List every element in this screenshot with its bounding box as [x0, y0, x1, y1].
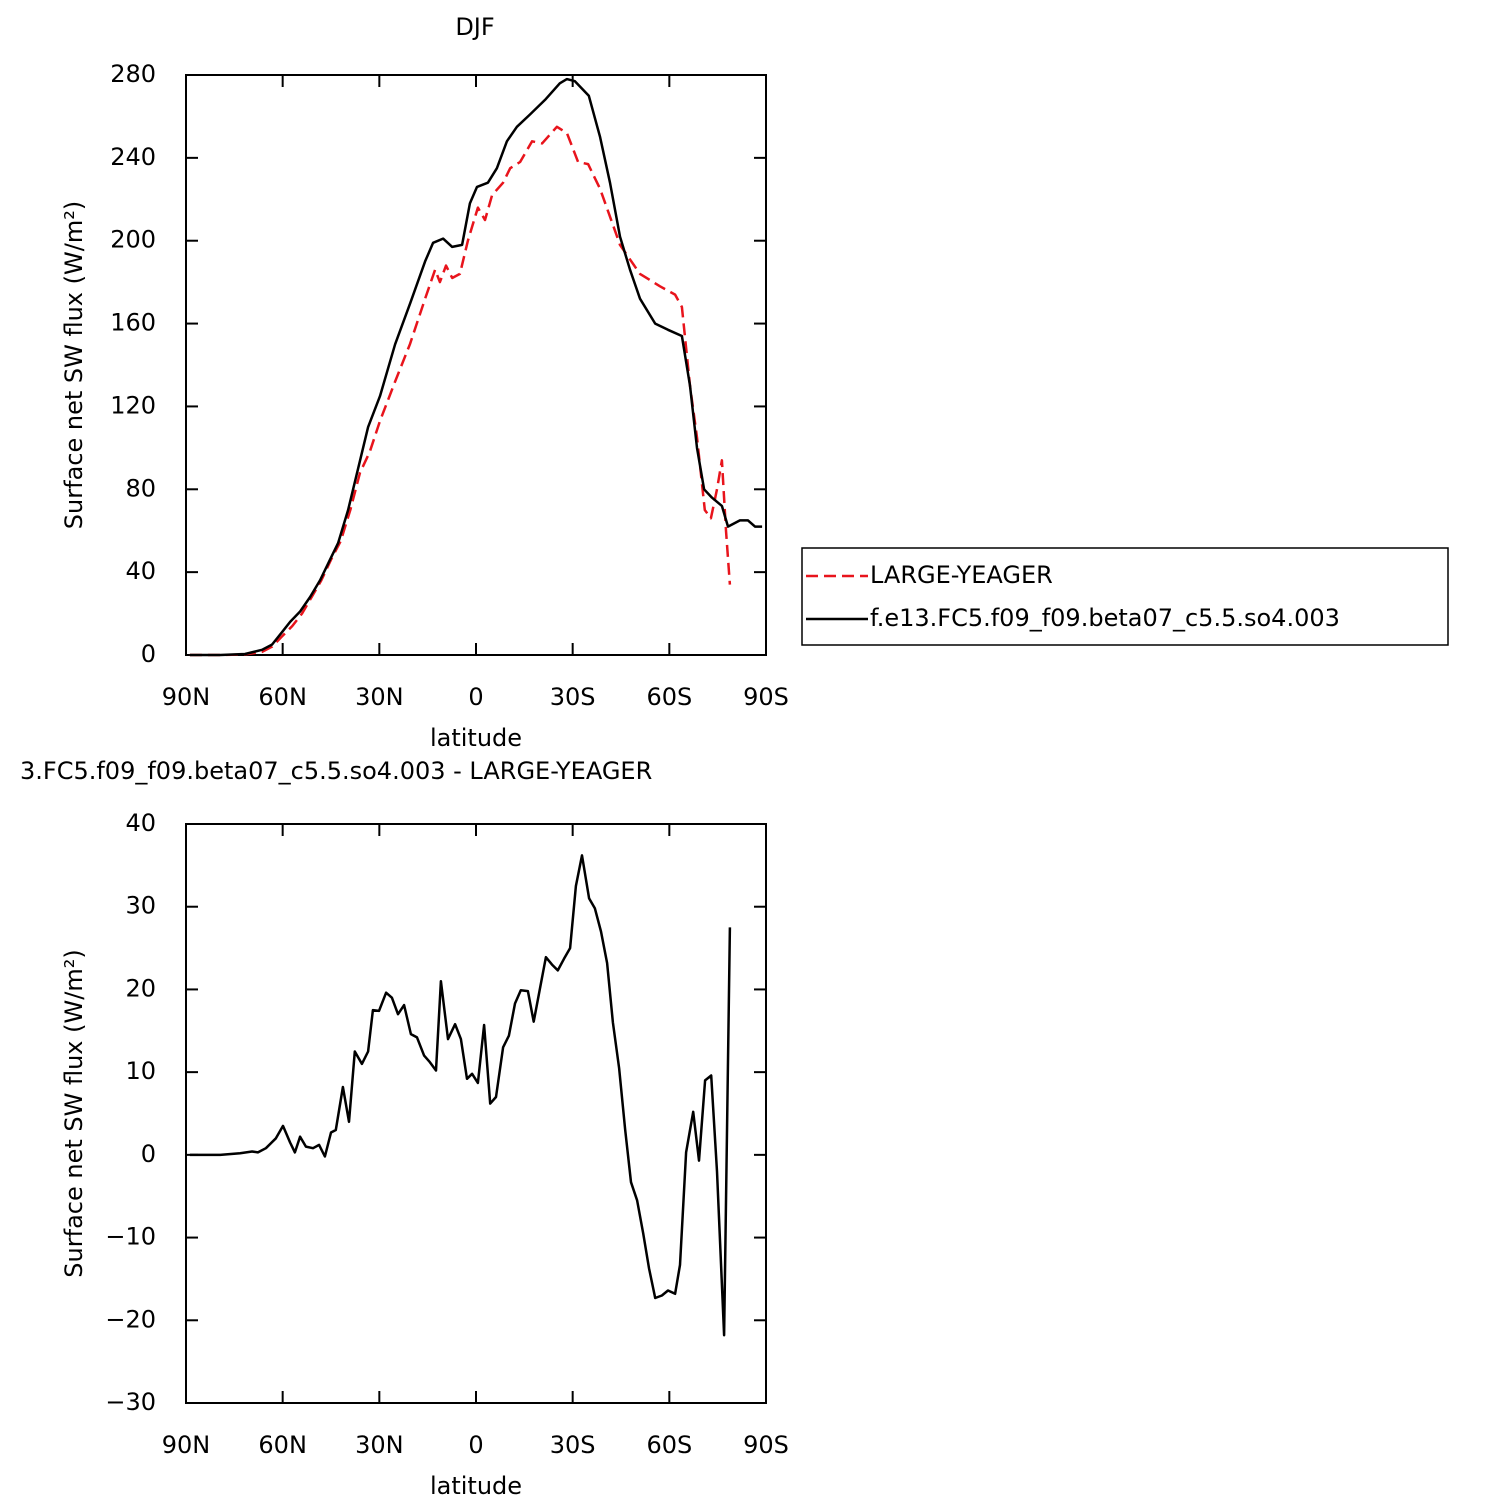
x-tick-label: 30S — [550, 1431, 596, 1459]
x-tick-label: 90S — [743, 1431, 789, 1459]
series-line — [189, 77, 763, 657]
legend-box — [801, 547, 1449, 646]
x-tick-label: 0 — [468, 1431, 483, 1459]
y-tick-label: 0 — [141, 640, 156, 668]
y-tick-label: 10 — [125, 1057, 156, 1085]
series-line — [189, 854, 732, 1337]
x-tick-label: 90N — [162, 683, 211, 711]
y-tick-label: −10 — [105, 1223, 156, 1251]
y-tick-label: 120 — [110, 391, 156, 419]
y-tick-label: 0 — [141, 1140, 156, 1168]
y-tick-label: 80 — [125, 474, 156, 502]
plot-frame — [185, 74, 767, 656]
legend-label: f.e13.FC5.f09_f09.beta07_c5.5.so4.003 — [870, 604, 1340, 632]
x-axis-label: latitude — [430, 1472, 522, 1500]
x-tick-label: 60N — [258, 683, 307, 711]
x-axis-label: latitude — [430, 724, 522, 752]
x-tick-label: 90S — [743, 683, 789, 711]
y-tick-label: −20 — [105, 1305, 156, 1333]
y-tick-label: 30 — [125, 892, 156, 920]
y-tick-label: 200 — [110, 226, 156, 254]
y-axis-label: Surface net SW flux (W/m²) — [60, 949, 88, 1277]
series-line — [189, 125, 732, 657]
y-tick-label: −30 — [105, 1388, 156, 1416]
y-tick-label: 20 — [125, 974, 156, 1002]
x-tick-label: 90N — [162, 1431, 211, 1459]
x-tick-label: 60S — [646, 683, 692, 711]
y-tick-label: 240 — [110, 143, 156, 171]
chart-title: 3.FC5.f09_f09.beta07_c5.5.so4.003 - LARG… — [20, 757, 652, 785]
x-tick-label: 30N — [355, 683, 404, 711]
x-tick-label: 60S — [646, 1431, 692, 1459]
chart-title: DJF — [455, 13, 494, 41]
y-axis-label: Surface net SW flux (W/m²) — [60, 201, 88, 529]
plot-frame — [185, 823, 767, 1404]
legend-label: LARGE-YEAGER — [870, 561, 1053, 589]
x-tick-label: 60N — [258, 1431, 307, 1459]
x-tick-label: 30N — [355, 1431, 404, 1459]
y-tick-label: 40 — [125, 557, 156, 585]
y-tick-label: 40 — [125, 809, 156, 837]
y-tick-label: 160 — [110, 309, 156, 337]
x-tick-label: 0 — [468, 683, 483, 711]
x-tick-label: 30S — [550, 683, 596, 711]
y-tick-label: 280 — [110, 60, 156, 88]
